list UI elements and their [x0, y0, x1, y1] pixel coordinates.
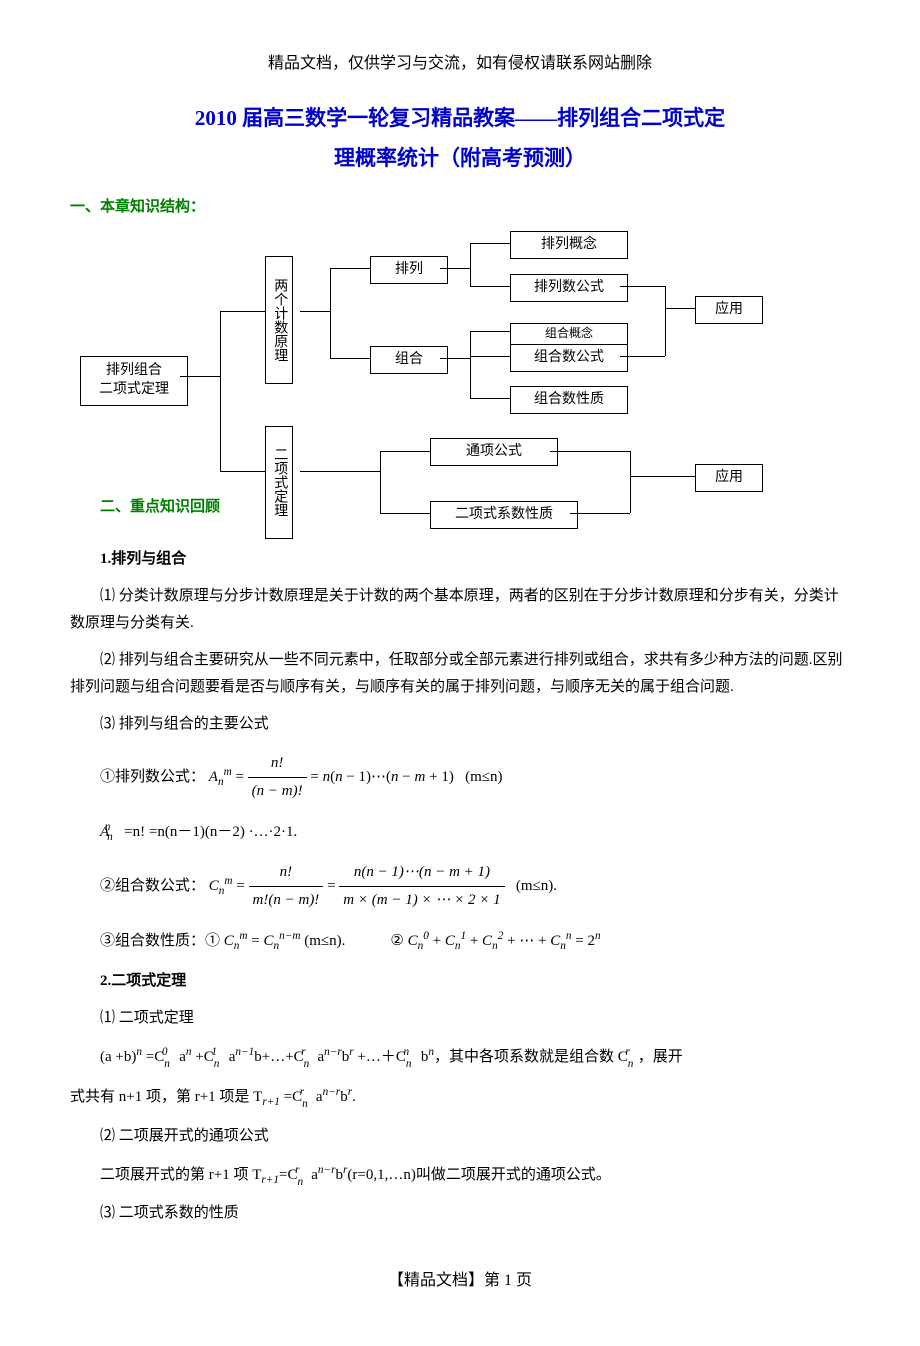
para-1-2: ⑵ 排列与组合主要研究从一些不同元素中，任取部分或全部元素进行排列或组合，求共有…	[70, 647, 850, 701]
title-line-1: 2010 届高三数学一轮复习精品教案――排列组合二项式定	[195, 106, 725, 130]
para-2-1: ⑴ 二项式定理	[70, 1005, 850, 1032]
formula-permutation: ①排列数公式： Anm = n!(n − m)! = n(n − 1)⋯(n −…	[100, 750, 850, 805]
node-combination-formula: 组合数公式	[510, 344, 628, 372]
formula-permutation-full: Ann =n! =n(n－1)(n－2) ·…·2·1.	[100, 817, 850, 847]
node-application-bottom: 应用	[695, 464, 763, 492]
para-2-3: 式共有 n+1 项，第 r+1 项是 Tr+1 =Cnr an−rbr.	[70, 1082, 850, 1112]
para-2-5: 二项展开式的第 r+1 项 Tr+1=Cnr an−rbr(r=0,1,…n)叫…	[70, 1160, 850, 1190]
para-2-6: ⑶ 二项式系数的性质	[70, 1200, 850, 1227]
node-counting-principles: 两个计数原理	[265, 256, 293, 384]
node-binomial-theorem: 二项式定理	[265, 426, 293, 539]
section-1-heading: 一、本章知识结构：	[70, 194, 850, 221]
node-permutation: 排列	[370, 256, 448, 284]
para-1-3: ⑶ 排列与组合的主要公式	[70, 711, 850, 738]
heading-1: 1.排列与组合	[100, 546, 850, 573]
node-permutation-formula: 排列数公式	[510, 274, 628, 302]
heading-2: 2.二项式定理	[100, 968, 850, 995]
node-root: 排列组合 二项式定理	[80, 356, 188, 406]
formula-combination: ②组合数公式： Cnm = n!m!(n − m)! = n(n − 1)⋯(n…	[100, 859, 850, 914]
node-application-top: 应用	[695, 296, 763, 324]
node-combination: 组合	[370, 346, 448, 374]
knowledge-structure-diagram: 排列组合 二项式定理 两个计数原理 二项式定理 排列 组合 排列概念 排列数公式…	[70, 226, 770, 536]
node-permutation-concept: 排列概念	[510, 231, 628, 259]
para-2-4: ⑵ 二项展开式的通项公式	[70, 1123, 850, 1150]
node-general-term: 通项公式	[430, 438, 558, 466]
title-line-2: 理概率统计（附高考预测）	[334, 146, 586, 170]
page-footer: 【精品文档】第 1 页	[70, 1267, 850, 1296]
para-2-2: (a +b)n =Cn0 an +Cn1 an−1b+…+Cnr an−rbr …	[70, 1042, 850, 1072]
node-combination-property: 组合数性质	[510, 386, 628, 414]
node-combination-concept: 组合概念	[510, 323, 628, 345]
main-title: 2010 届高三数学一轮复习精品教案――排列组合二项式定 理概率统计（附高考预测…	[70, 99, 850, 179]
para-1-1: ⑴ 分类计数原理与分步计数原理是关于计数的两个基本原理，两者的区别在于分步计数原…	[70, 583, 850, 637]
section-2-heading: 二、重点知识回顾	[100, 494, 220, 521]
node-binomial-coefficient-property: 二项式系数性质	[430, 501, 578, 529]
header-note: 精品文档，仅供学习与交流，如有侵权请联系网站删除	[70, 50, 850, 79]
formula-combination-property: ③组合数性质：① Cnm = Cnn−m (m≤n). ② Cn0 + Cn1 …	[100, 926, 850, 956]
